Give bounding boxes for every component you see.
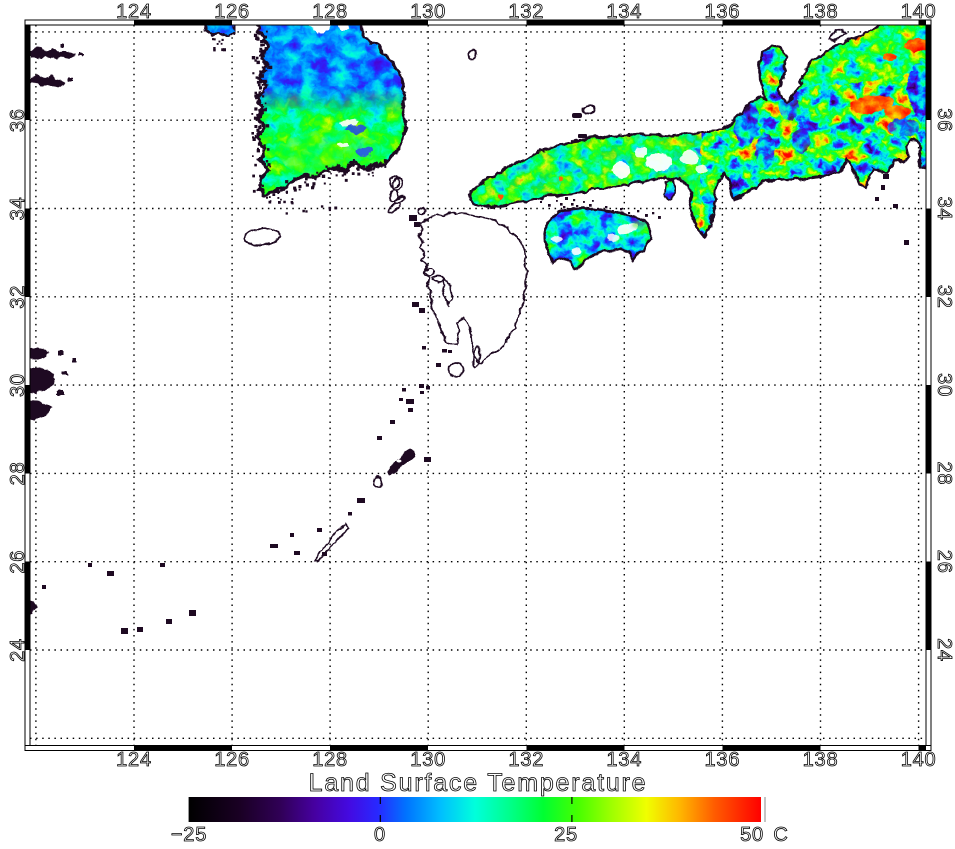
svg-text:36: 36	[7, 108, 29, 132]
svg-text:30: 30	[7, 373, 29, 397]
svg-text:132: 132	[508, 1, 544, 23]
svg-text:24: 24	[933, 638, 955, 662]
svg-text:30: 30	[933, 373, 955, 397]
svg-text:124: 124	[116, 749, 152, 771]
svg-text:134: 134	[606, 1, 642, 23]
svg-text:0: 0	[374, 824, 386, 846]
svg-text:128: 128	[312, 1, 348, 23]
svg-text:132: 132	[508, 749, 544, 771]
svg-text:128: 128	[312, 749, 348, 771]
svg-text:136: 136	[705, 1, 741, 23]
svg-text:−25: −25	[171, 824, 207, 846]
svg-text:134: 134	[606, 749, 642, 771]
svg-text:138: 138	[803, 749, 839, 771]
svg-text:25: 25	[554, 824, 578, 846]
svg-text:32: 32	[7, 285, 29, 309]
svg-text:26: 26	[933, 550, 955, 574]
svg-text:140: 140	[901, 749, 937, 771]
svg-text:50: 50	[740, 824, 764, 846]
svg-text:24: 24	[7, 638, 29, 662]
svg-text:126: 126	[214, 749, 250, 771]
svg-text:32: 32	[933, 285, 955, 309]
svg-text:28: 28	[933, 461, 955, 485]
svg-text:28: 28	[7, 461, 29, 485]
svg-text:130: 130	[410, 1, 446, 23]
svg-text:34: 34	[7, 197, 29, 221]
svg-text:36: 36	[933, 108, 955, 132]
svg-text:34: 34	[933, 197, 955, 221]
svg-text:140: 140	[901, 1, 937, 23]
svg-text:136: 136	[705, 749, 741, 771]
svg-text:26: 26	[7, 550, 29, 574]
svg-text:C: C	[773, 824, 788, 846]
svg-text:138: 138	[803, 1, 839, 23]
svg-text:126: 126	[214, 1, 250, 23]
svg-text:124: 124	[116, 1, 152, 23]
svg-text:Land Surface Temperature: Land Surface Temperature	[309, 769, 648, 797]
svg-text:130: 130	[410, 749, 446, 771]
